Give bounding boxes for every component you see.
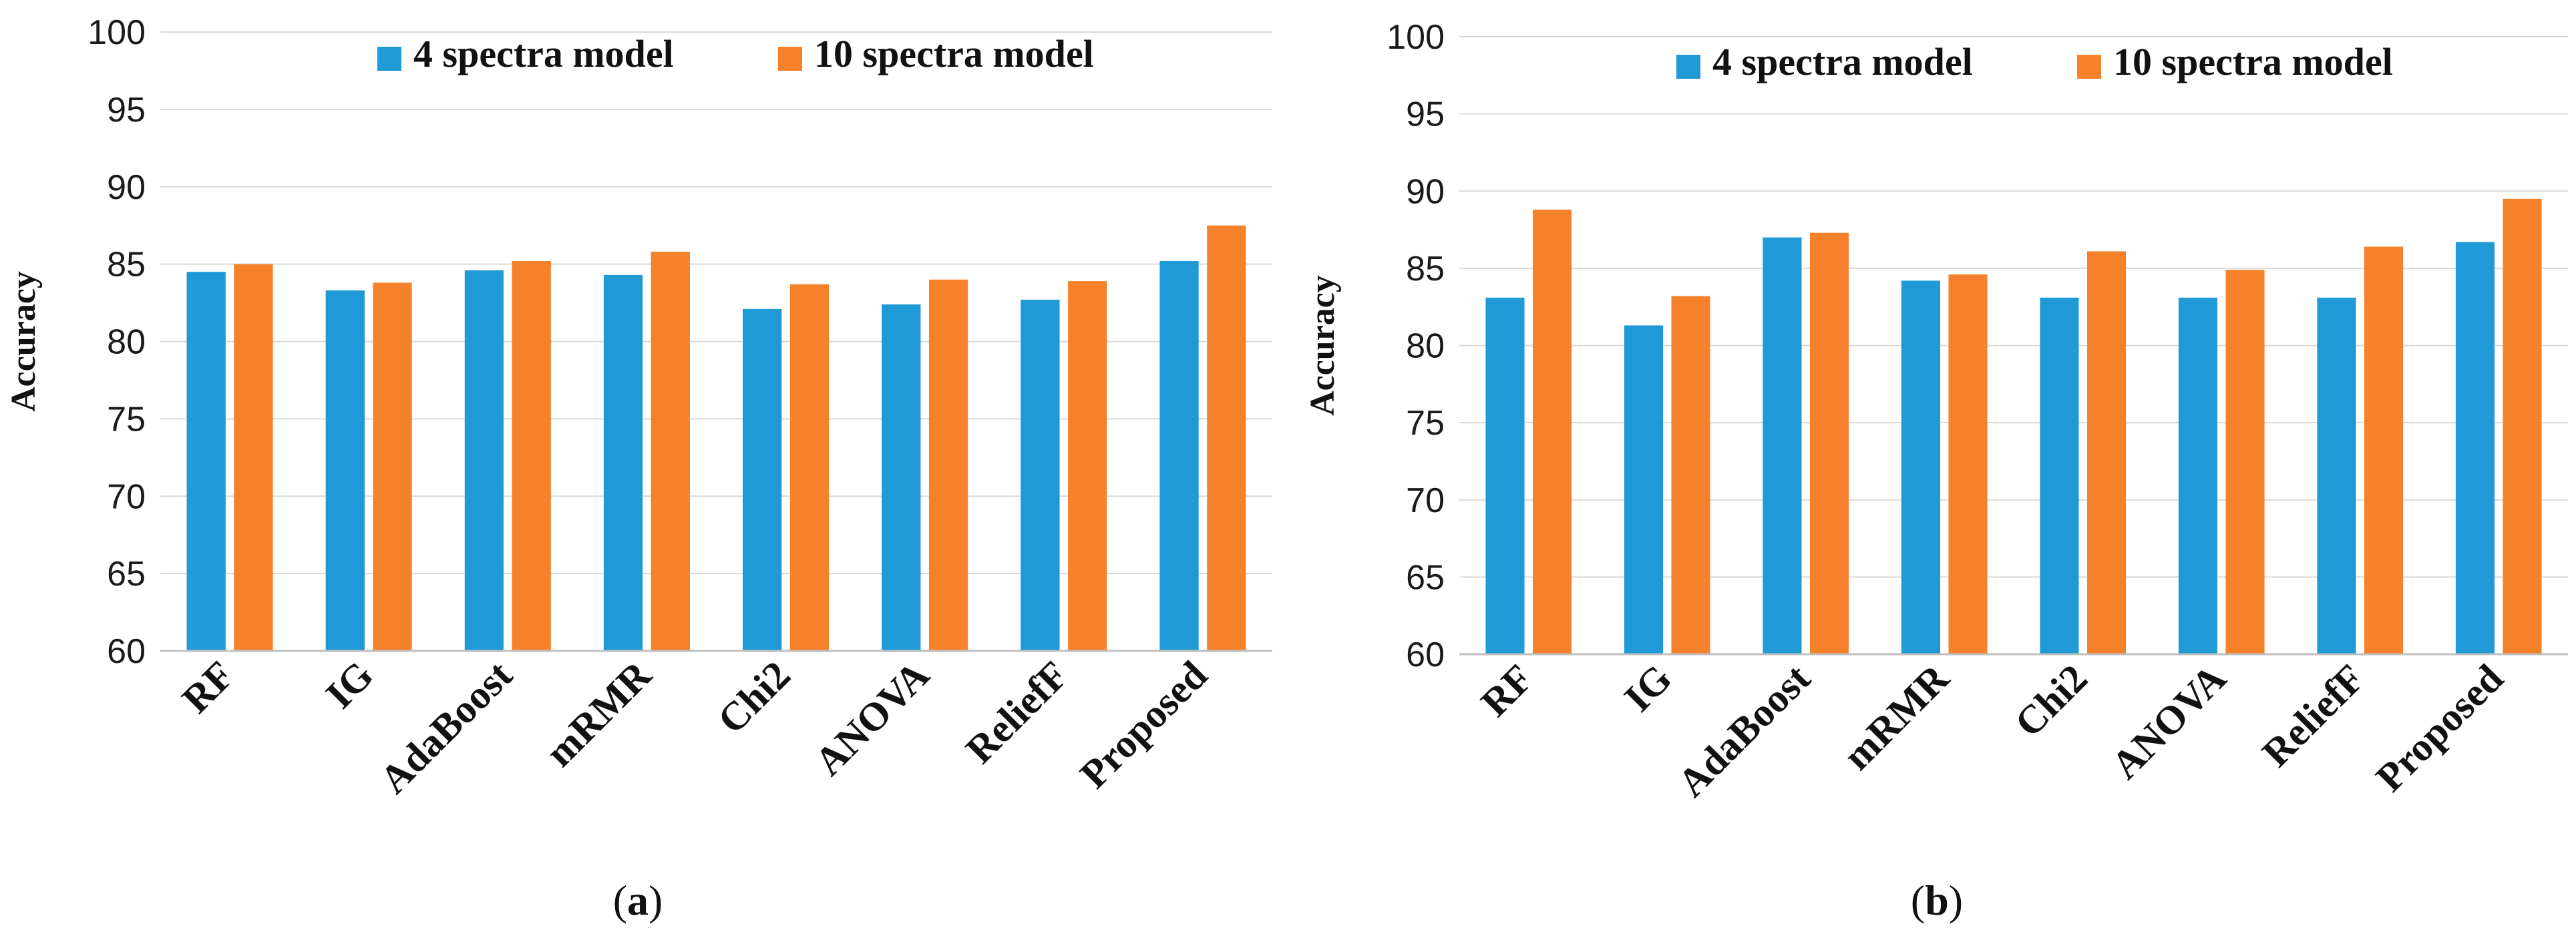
y-tick-label: 80 [1406, 327, 1445, 366]
bar-4-spectra-rf [1485, 297, 1525, 654]
bar-10-spectra-relieff [2364, 246, 2404, 654]
bar-10-spectra-rf [1532, 210, 1572, 654]
bar-10-spectra-adaboost [1809, 232, 1849, 654]
bar-4-spectra-mrmr [1901, 280, 1941, 654]
y-tick-label: 85 [107, 246, 146, 284]
x-tick-label: IG [317, 653, 381, 717]
bar-4-spectra-anova [2178, 297, 2218, 654]
y-tick-label: 70 [1406, 481, 1445, 520]
x-tick-label: Chi2 [2006, 656, 2096, 746]
x-tick-label: AdaBoost [1669, 656, 1818, 805]
bar-4-spectra-adaboost [464, 270, 504, 651]
y-tick-label: 90 [1406, 172, 1445, 211]
bar-10-spectra-mrmr [651, 252, 690, 652]
legend-swatch-10-spectra [778, 47, 802, 71]
bar-4-spectra-relieff [2317, 297, 2356, 654]
x-tick-label: ReliefF [957, 653, 1077, 772]
legend-label-10-spectra: 10 spectra model [2113, 40, 2393, 83]
bar-10-spectra-chi2 [789, 284, 830, 651]
x-tick-label: IG [1616, 656, 1680, 720]
y-tick-labels: 60 65 70 75 80 85 90 95 100 [1387, 18, 1445, 674]
legend-swatch-4-spectra [1676, 55, 1700, 79]
y-tick-label: 100 [87, 13, 146, 52]
panel-label-a: (a) [613, 877, 663, 924]
legend-label-4-spectra: 4 spectra model [1712, 40, 1973, 83]
legend-swatch-10-spectra [2077, 55, 2101, 79]
x-tick-label: Chi2 [709, 653, 799, 742]
y-tick-label: 95 [1406, 95, 1445, 134]
y-tick-label: 70 [107, 477, 146, 516]
x-tick-label: RF [1473, 656, 1541, 725]
bar-10-spectra-chi2 [2086, 251, 2127, 654]
x-tick-label: AdaBoost [371, 653, 520, 802]
bar-10-spectra-relieff [1068, 281, 1107, 651]
bar-10-spectra-mrmr [1948, 274, 1988, 654]
bars [1485, 198, 2542, 654]
bar-4-spectra-proposed [2455, 242, 2495, 654]
x-tick-label: Proposed [1072, 653, 1216, 797]
y-tick-label: 60 [107, 632, 146, 671]
bars [186, 225, 1246, 652]
legend: 4 spectra model 10 spectra model [377, 32, 1094, 75]
x-tick-label: Proposed [2368, 656, 2512, 800]
legend-label-4-spectra: 4 spectra model [413, 32, 674, 75]
y-tick-label: 85 [1406, 250, 1445, 288]
bar-4-spectra-proposed [1159, 260, 1199, 651]
y-axis-title: Accuracy [5, 271, 43, 412]
x-tick-label: mRMR [1835, 656, 1958, 778]
bar-4-spectra-anova [882, 304, 921, 651]
bar-10-spectra-ig [373, 282, 412, 651]
bar-4-spectra-mrmr [603, 274, 643, 651]
bar-4-spectra-ig [325, 290, 365, 652]
y-tick-label: 75 [1406, 404, 1445, 443]
y-tick-label: 65 [107, 555, 146, 594]
x-tick-label: ANOVA [2103, 656, 2235, 788]
bar-4-spectra-chi2 [743, 308, 782, 651]
bar-10-spectra-anova [928, 279, 968, 651]
panel-letter-b: b [1925, 877, 1949, 924]
y-tick-labels: 60 65 70 75 80 85 90 95 100 [87, 13, 146, 671]
x-tick-label: RF [174, 653, 242, 722]
y-tick-label: 75 [107, 400, 146, 439]
legend-swatch-4-spectra [377, 47, 401, 71]
y-tick-label: 80 [107, 323, 146, 362]
y-tick-label: 100 [1387, 18, 1445, 57]
panel-letter-a: a [627, 877, 649, 924]
legend: 4 spectra model 10 spectra model [1676, 40, 2393, 83]
bar-10-spectra-proposed [2503, 198, 2542, 654]
y-tick-label: 60 [1406, 636, 1445, 674]
bar-4-spectra-relieff [1021, 299, 1060, 651]
bar-4-spectra-adaboost [1763, 237, 1802, 654]
bar-10-spectra-rf [234, 264, 273, 651]
bar-10-spectra-ig [1671, 296, 1710, 654]
y-tick-label: 65 [1406, 558, 1445, 597]
panel-label-b: (b) [1911, 877, 1963, 924]
legend-label-10-spectra: 10 spectra model [814, 32, 1094, 75]
y-tick-label: 95 [107, 91, 146, 130]
y-axis-title: Accuracy [1304, 275, 1342, 416]
bar-10-spectra-anova [2225, 270, 2265, 654]
x-tick-label: ANOVA [806, 653, 938, 784]
x-tick-label: mRMR [537, 652, 660, 775]
bar-4-spectra-ig [1624, 325, 1664, 654]
bar-4-spectra-chi2 [2040, 297, 2079, 654]
bar-4-spectra-rf [186, 272, 226, 651]
x-tick-label: ReliefF [2253, 656, 2373, 776]
bar-10-spectra-proposed [1207, 225, 1246, 651]
bar-10-spectra-adaboost [512, 260, 551, 651]
y-tick-label: 90 [107, 168, 146, 207]
